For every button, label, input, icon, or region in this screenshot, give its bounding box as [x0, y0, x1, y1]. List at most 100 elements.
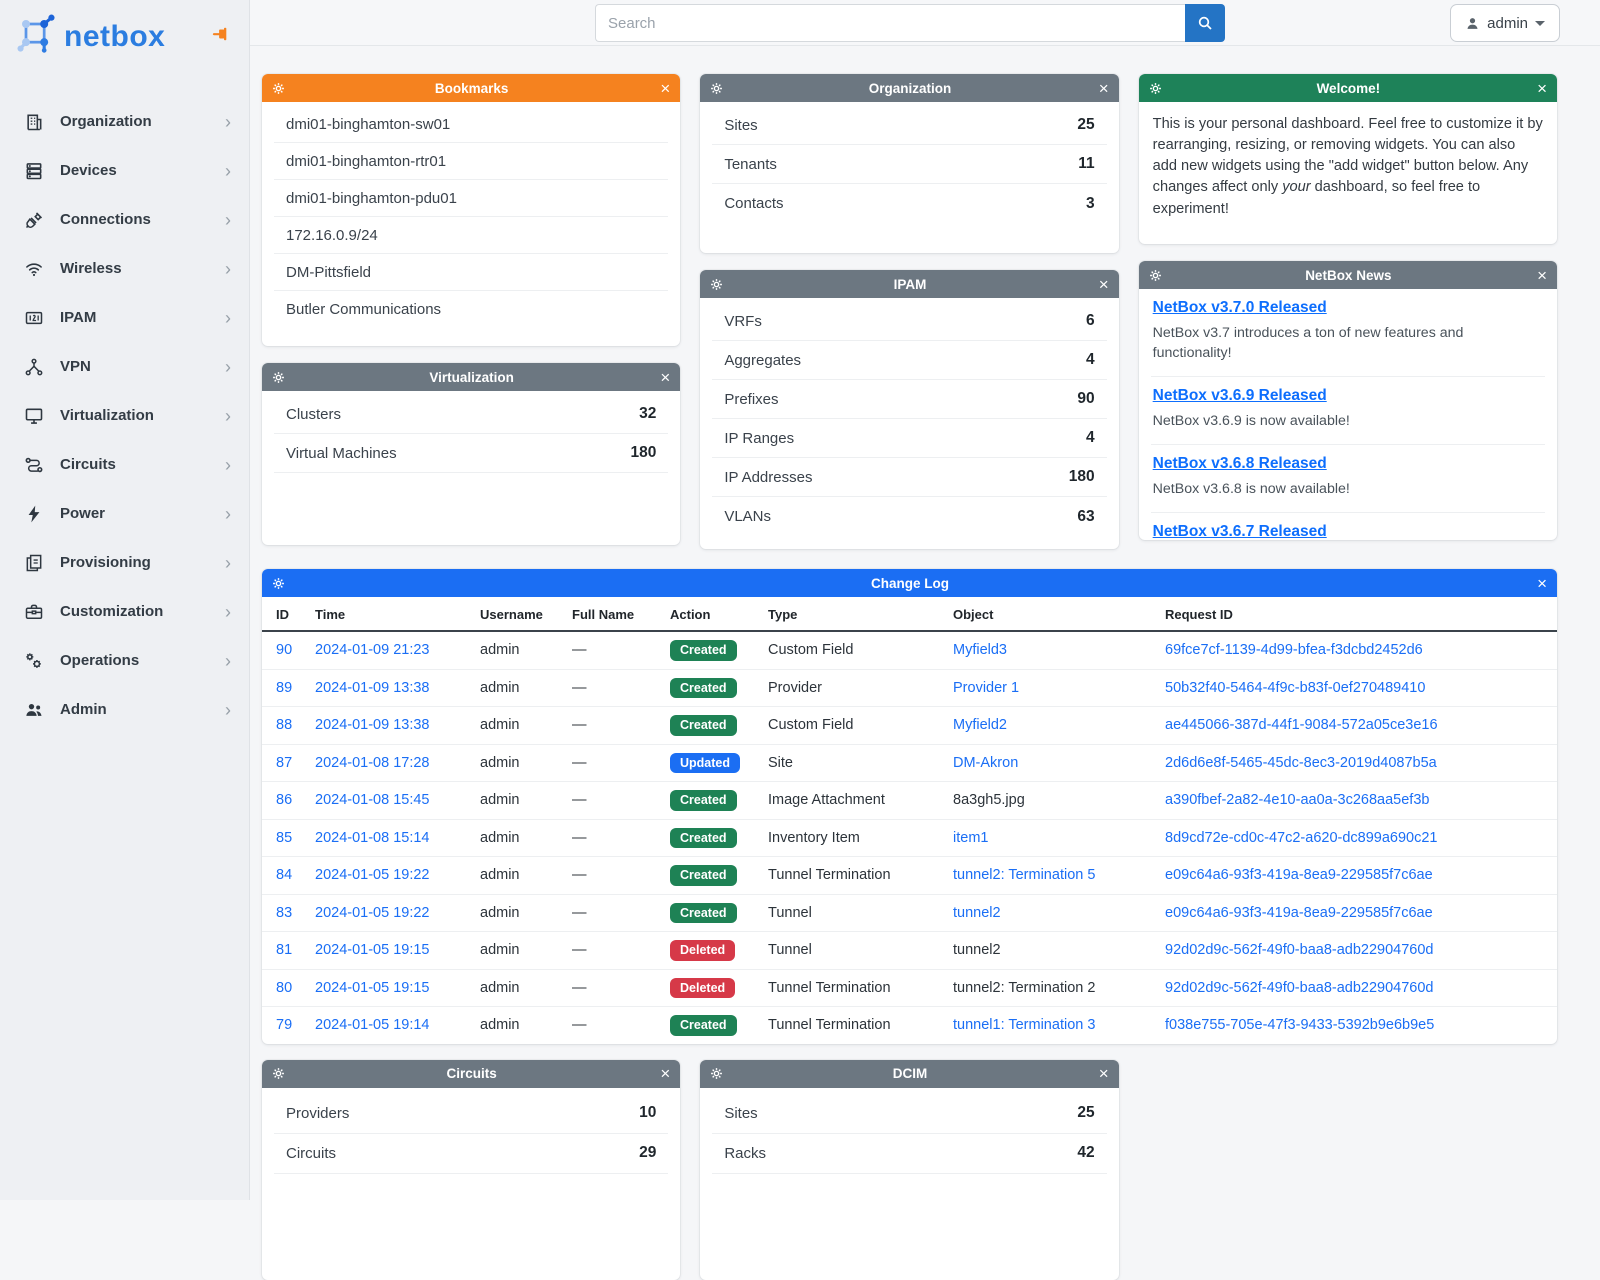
close-icon[interactable]: ×: [660, 78, 671, 98]
close-icon[interactable]: ×: [1098, 1064, 1109, 1083]
change-time-link[interactable]: 2024-01-05 19:22: [315, 867, 430, 884]
request-id-link[interactable]: a390fbef-2a82-4e10-aa0a-3c268aa5ef3b: [1165, 792, 1430, 809]
sidebar-item-vpn[interactable]: VPN ›: [0, 342, 249, 391]
change-id-link[interactable]: 84: [276, 867, 293, 884]
gear-icon[interactable]: [1149, 269, 1162, 282]
close-icon[interactable]: ×: [1537, 78, 1547, 98]
news-headline-link[interactable]: NetBox v3.6.9 Released: [1152, 386, 1327, 404]
sidebar-item-power[interactable]: Power ›: [0, 489, 249, 538]
search-button[interactable]: [1185, 4, 1225, 42]
bookmark-item[interactable]: dmi01-binghamton-rtr01: [274, 143, 669, 180]
sidebar-item-circuits[interactable]: Circuits ›: [0, 440, 249, 489]
object-link[interactable]: tunnel2: [953, 904, 1001, 921]
request-id-link[interactable]: e09c64a6-93f3-419a-8ea9-229585f7c6ae: [1165, 867, 1433, 884]
request-id-link[interactable]: 8d9cd72e-cd0c-47c2-a620-dc899a690c21: [1165, 829, 1438, 846]
change-id-link[interactable]: 90: [276, 642, 293, 659]
request-id-link[interactable]: 2d6d6e8f-5465-45dc-8ec3-2019d4087b5a: [1165, 754, 1437, 771]
gear-icon[interactable]: [710, 1067, 723, 1080]
action-badge: Deleted: [670, 940, 736, 961]
user-icon: [1467, 17, 1478, 29]
change-id-link[interactable]: 80: [276, 979, 293, 996]
object-link[interactable]: tunnel2: Termination 5: [953, 867, 1096, 884]
sidebar-item-virtualization[interactable]: Virtualization ›: [0, 391, 249, 440]
object-link[interactable]: item1: [953, 829, 989, 846]
object-link[interactable]: Myfield3: [953, 642, 1007, 659]
widget-welcome-header: Welcome! ×: [1138, 74, 1557, 102]
close-icon[interactable]: ×: [1537, 265, 1547, 285]
object-link[interactable]: DM-Akron: [953, 754, 1019, 771]
sidebar-item-customization[interactable]: Customization ›: [0, 587, 249, 636]
change-id-link[interactable]: 86: [276, 792, 293, 809]
type-cell: Custom Field: [760, 706, 945, 745]
change-time-link[interactable]: 2024-01-05 19:15: [315, 942, 430, 959]
close-icon[interactable]: ×: [1537, 573, 1547, 593]
gear-icon[interactable]: [1149, 82, 1162, 95]
change-id-link[interactable]: 87: [276, 754, 293, 771]
change-id-link[interactable]: 85: [276, 829, 293, 846]
news-headline-link[interactable]: NetBox v3.6.8 Released: [1152, 454, 1327, 472]
sidebar-item-operations[interactable]: Operations ›: [0, 636, 249, 685]
sidebar-item-connections[interactable]: Connections ›: [0, 195, 249, 244]
object-link[interactable]: Myfield2: [953, 717, 1007, 734]
change-time-link[interactable]: 2024-01-05 19:15: [315, 979, 430, 996]
change-time-link[interactable]: 2024-01-09 21:23: [315, 642, 430, 659]
bookmark-item[interactable]: dmi01-binghamton-sw01: [274, 106, 669, 143]
gear-icon[interactable]: [272, 371, 285, 384]
chevron-right-icon: ›: [225, 454, 231, 475]
sidebar-item-devices[interactable]: Devices ›: [0, 146, 249, 195]
bookmark-item[interactable]: dmi01-binghamton-pdu01: [274, 180, 669, 217]
user-menu-button[interactable]: admin: [1450, 4, 1560, 42]
sidebar-item-provisioning[interactable]: Provisioning ›: [0, 538, 249, 587]
news-headline-link[interactable]: NetBox v3.7.0 Released: [1152, 299, 1327, 316]
table-row: 83 2024-01-05 19:22 admin — Created Tunn…: [262, 894, 1557, 932]
change-time-link[interactable]: 2024-01-08 15:14: [315, 829, 430, 846]
bookmark-item[interactable]: DM-Pittsfield: [274, 254, 669, 291]
bookmark-item[interactable]: Butler Communications: [286, 301, 442, 318]
change-id-link[interactable]: 83: [276, 904, 293, 921]
username-cell: admin: [472, 669, 564, 707]
change-time-link[interactable]: 2024-01-09 13:38: [315, 717, 430, 734]
object-link[interactable]: Provider 1: [953, 679, 1020, 696]
sidebar-item-ipam[interactable]: IPAM ›: [0, 293, 249, 342]
news-headline-link[interactable]: NetBox v3.6.7 Released: [1152, 522, 1327, 540]
request-id-link[interactable]: 69fce7cf-1139-4d99-bfea-f3dcbd2452d6: [1165, 642, 1423, 659]
change-time-link[interactable]: 2024-01-08 15:45: [315, 792, 430, 809]
request-id-link[interactable]: 50b32f40-5464-4f9c-b83f-0ef270489410: [1165, 679, 1426, 696]
change-id-link[interactable]: 81: [276, 942, 293, 959]
gear-icon[interactable]: [710, 278, 723, 291]
close-icon[interactable]: ×: [1098, 78, 1109, 98]
stat-label: Contacts: [724, 195, 784, 212]
change-id-link[interactable]: 88: [276, 717, 293, 734]
change-id-link[interactable]: 79: [276, 1017, 293, 1034]
change-id-link[interactable]: 89: [276, 679, 293, 696]
gear-icon[interactable]: [272, 577, 285, 590]
request-id-link[interactable]: e09c64a6-93f3-419a-8ea9-229585f7c6ae: [1165, 904, 1433, 921]
widget-organization-header: Organization ×: [700, 74, 1119, 102]
close-icon[interactable]: ×: [1098, 274, 1109, 294]
sidebar-item-organization[interactable]: Organization ›: [0, 97, 249, 146]
close-icon[interactable]: ×: [660, 367, 671, 387]
request-id-link[interactable]: ae445066-387d-44f1-9084-572a05ce3e16: [1165, 717, 1438, 734]
gear-icon[interactable]: [272, 1067, 285, 1080]
table-row: 86 2024-01-08 15:45 admin — Created Imag…: [262, 781, 1557, 820]
username-cell: admin: [472, 781, 564, 820]
search-input[interactable]: [595, 4, 1185, 42]
widget-title: Change Log: [871, 575, 949, 591]
gear-icon[interactable]: [272, 82, 285, 95]
request-id-link[interactable]: 92d02d9c-562f-49f0-baa8-adb22904760d: [1165, 942, 1434, 959]
stat-value: 63: [1077, 507, 1095, 525]
bookmark-item[interactable]: 172.16.0.9/24: [274, 217, 669, 254]
request-id-link[interactable]: 92d02d9c-562f-49f0-baa8-adb22904760d: [1165, 979, 1434, 996]
change-time-link[interactable]: 2024-01-09 13:38: [315, 679, 430, 696]
sidebar-item-wireless[interactable]: Wireless ›: [0, 244, 249, 293]
pin-sidebar-icon[interactable]: [211, 26, 229, 47]
change-time-link[interactable]: 2024-01-05 19:14: [315, 1017, 430, 1034]
gear-icon[interactable]: [710, 82, 723, 95]
request-id-link[interactable]: f038e755-705e-47f3-9433-5392b9e6b9e5: [1165, 1017, 1435, 1034]
close-icon[interactable]: ×: [660, 1064, 671, 1083]
change-time-link[interactable]: 2024-01-05 19:22: [315, 904, 430, 921]
widget-netbox-news: NetBox News × NetBox v3.7.0 Released Net…: [1138, 261, 1557, 540]
object-link[interactable]: tunnel1: Termination 3: [953, 1017, 1096, 1034]
change-time-link[interactable]: 2024-01-08 17:28: [315, 754, 430, 771]
sidebar-item-admin[interactable]: Admin ›: [0, 685, 249, 734]
